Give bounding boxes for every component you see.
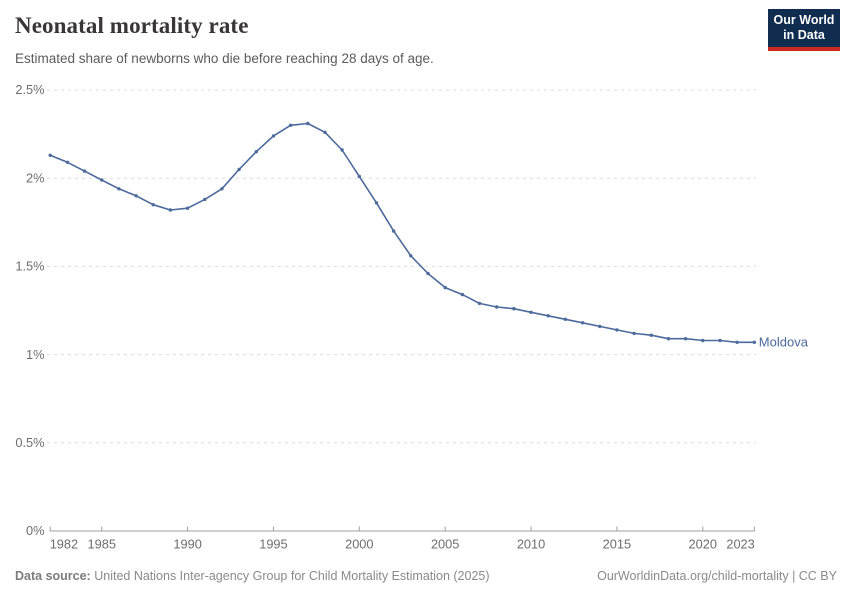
data-point-1998[interactable] xyxy=(323,130,327,134)
data-source-text: United Nations Inter-agency Group for Ch… xyxy=(94,569,490,583)
data-point-2002[interactable] xyxy=(392,229,396,233)
data-point-2018[interactable] xyxy=(666,337,671,341)
page-title: Neonatal mortality rate xyxy=(15,13,249,38)
data-source: Data source: United Nations Inter-agency… xyxy=(15,569,490,583)
y-axis-label: 0.5% xyxy=(15,435,44,450)
chart-subtitle: Estimated share of newborns who die befo… xyxy=(15,51,434,66)
data-point-2004[interactable] xyxy=(426,271,430,276)
series-label-moldova[interactable]: Moldova xyxy=(759,334,809,349)
attribution[interactable]: OurWorldinData.org/child-mortality | CC … xyxy=(597,569,837,583)
y-axis-label: 0% xyxy=(26,523,45,538)
data-point-2001[interactable] xyxy=(374,201,379,205)
owid-logo-line2: in Data xyxy=(783,28,825,42)
data-point-1994[interactable] xyxy=(254,150,258,154)
x-axis-label: 1985 xyxy=(87,537,115,552)
x-axis-label: 1990 xyxy=(173,537,201,552)
x-axis-label: 1982 xyxy=(50,537,78,552)
data-point-1983[interactable] xyxy=(65,160,70,164)
data-point-2015[interactable] xyxy=(615,328,619,332)
x-axis-label: 2015 xyxy=(603,537,631,552)
data-point-2008[interactable] xyxy=(495,305,499,309)
x-axis-label: 2010 xyxy=(517,537,545,552)
data-point-1988[interactable] xyxy=(151,203,155,207)
moldova-line[interactable] xyxy=(49,122,756,344)
data-point-2014[interactable] xyxy=(598,324,602,329)
owid-logo-line1: Our World xyxy=(773,13,835,27)
data-point-2017[interactable] xyxy=(649,333,653,337)
x-axis-label: 1995 xyxy=(259,537,287,552)
data-point-1989[interactable] xyxy=(168,208,173,212)
data-point-1992[interactable] xyxy=(220,187,224,191)
data-point-1986[interactable] xyxy=(117,187,121,191)
data-point-1987[interactable] xyxy=(134,194,138,198)
data-point-2021[interactable] xyxy=(718,338,722,343)
data-point-1997[interactable] xyxy=(306,121,310,126)
y-axis-label: 1% xyxy=(26,347,45,362)
data-point-2000[interactable] xyxy=(357,174,361,179)
data-point-2013[interactable] xyxy=(580,321,585,325)
x-axis-label: 2000 xyxy=(345,537,373,552)
data-point-1991[interactable] xyxy=(203,197,207,202)
data-point-2016[interactable] xyxy=(632,331,636,336)
data-point-1996[interactable] xyxy=(288,123,293,128)
data-point-1982[interactable] xyxy=(48,153,52,157)
y-axis-label: 1.5% xyxy=(15,259,44,274)
data-point-1984[interactable] xyxy=(82,169,87,173)
data-point-1993[interactable] xyxy=(237,167,241,172)
y-axis-label: 2% xyxy=(26,170,45,185)
data-point-2020[interactable] xyxy=(701,338,705,343)
data-source-label: Data source: xyxy=(15,569,91,583)
x-axis-label: 2023 xyxy=(726,537,754,552)
x-axis-label: 2005 xyxy=(431,537,459,552)
data-point-2022[interactable] xyxy=(735,340,739,344)
data-point-1999[interactable] xyxy=(340,148,344,152)
data-point-1985[interactable] xyxy=(100,178,104,182)
owid-logo[interactable]: Our World in Data xyxy=(768,9,840,51)
data-point-2012[interactable] xyxy=(563,317,568,321)
y-axis-label: 2.5% xyxy=(15,82,44,97)
data-point-1995[interactable] xyxy=(271,134,276,138)
data-point-2003[interactable] xyxy=(409,254,413,258)
data-point-2006[interactable] xyxy=(460,292,465,297)
data-point-2009[interactable] xyxy=(512,307,516,311)
data-point-2011[interactable] xyxy=(546,314,550,318)
x-axis-label: 2020 xyxy=(689,537,717,552)
data-point-2010[interactable] xyxy=(529,310,533,314)
data-point-2007[interactable] xyxy=(477,301,482,306)
data-point-1990[interactable] xyxy=(185,206,190,210)
data-point-2019[interactable] xyxy=(683,337,688,341)
data-point-2023[interactable] xyxy=(752,340,756,344)
data-point-2005[interactable] xyxy=(443,285,447,290)
